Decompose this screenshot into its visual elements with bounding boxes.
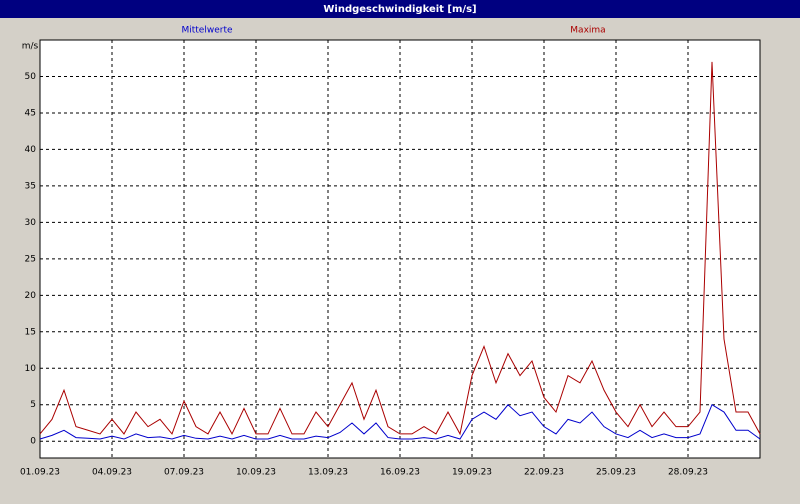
x-tick-label: 01.09.23 bbox=[20, 468, 60, 478]
x-tick-label: 16.09.23 bbox=[380, 468, 420, 478]
data-line bbox=[39, 404, 761, 440]
y-tick-label: 40 bbox=[25, 145, 37, 155]
data-line bbox=[39, 61, 761, 436]
y-tick-label: 35 bbox=[25, 181, 36, 191]
y-axis-label: m/s bbox=[22, 42, 39, 52]
x-tick-label: 13.09.23 bbox=[308, 468, 348, 478]
title-bar bbox=[0, 0, 800, 18]
x-tick-label: 07.09.23 bbox=[164, 468, 204, 478]
x-tick-label: 25.09.23 bbox=[596, 468, 636, 478]
y-tick-label: 25 bbox=[25, 254, 36, 264]
x-tick-label: 28.09.23 bbox=[668, 468, 708, 478]
y-tick-label: 20 bbox=[25, 291, 37, 301]
y-tick-label: 0 bbox=[30, 437, 36, 447]
legend-label: Mittelwerte bbox=[181, 26, 232, 36]
chart-title: Windgeschwindigkeit [m/s] bbox=[323, 4, 476, 15]
y-tick-label: 45 bbox=[25, 108, 36, 118]
x-tick-label: 22.09.23 bbox=[524, 468, 564, 478]
y-tick-label: 50 bbox=[25, 72, 37, 82]
y-tick-label: 5 bbox=[30, 400, 36, 410]
y-tick-label: 10 bbox=[25, 364, 37, 374]
x-tick-label: 19.09.23 bbox=[452, 468, 492, 478]
y-tick-label: 15 bbox=[25, 327, 36, 337]
x-tick-label: 04.09.23 bbox=[92, 468, 132, 478]
x-tick-label: 10.09.23 bbox=[236, 468, 276, 478]
legend-label: Maxima bbox=[570, 26, 605, 36]
y-tick-label: 30 bbox=[25, 218, 37, 228]
